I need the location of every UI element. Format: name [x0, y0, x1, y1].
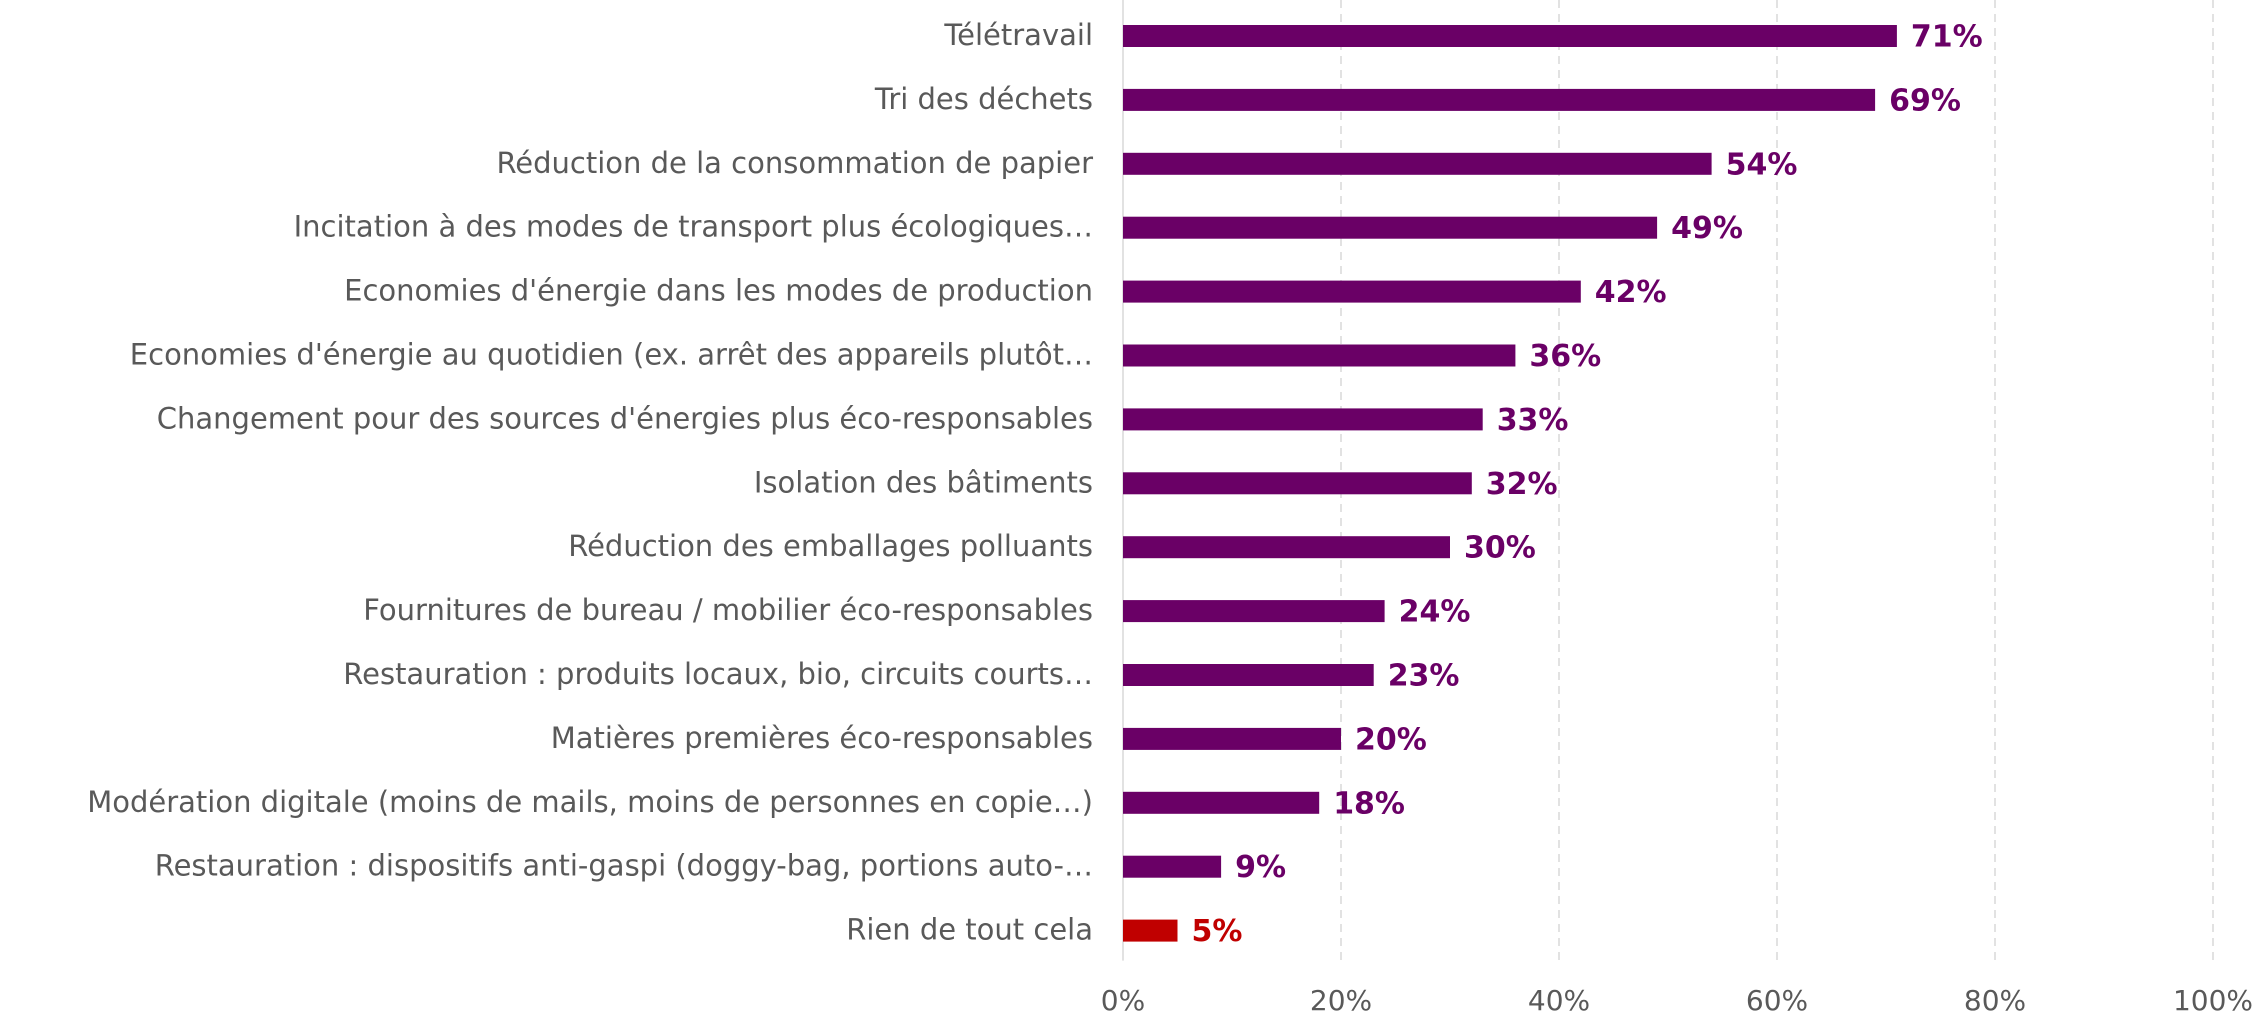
value-label: 20%	[1355, 722, 1427, 757]
y-tick-label: Tri des déchets	[874, 82, 1093, 116]
x-tick-label: 0%	[1101, 984, 1145, 1014]
bar	[1123, 280, 1581, 303]
y-tick-label: Matières premières éco-responsables	[551, 721, 1093, 755]
y-tick-label: Réduction des emballages polluants	[568, 529, 1093, 563]
y-tick-label: Restauration : dispositifs anti-gaspi (d…	[155, 849, 1093, 883]
bar	[1123, 791, 1320, 814]
value-label: 24%	[1399, 595, 1471, 630]
x-tick-label: 60%	[1746, 984, 1808, 1014]
value-label: 5%	[1192, 914, 1243, 949]
bar	[1123, 919, 1178, 942]
value-label: 32%	[1486, 467, 1558, 502]
value-label: 69%	[1889, 83, 1961, 118]
y-tick-label: Isolation des bâtiments	[754, 465, 1093, 499]
x-tick-label: 80%	[1964, 984, 2026, 1014]
bar	[1123, 88, 1876, 111]
x-tick-label: 20%	[1310, 984, 1372, 1014]
value-label: 36%	[1529, 339, 1601, 374]
value-label: 54%	[1726, 147, 1798, 182]
bar	[1123, 152, 1712, 175]
value-label: 33%	[1497, 403, 1569, 438]
bar	[1123, 536, 1450, 559]
y-tick-label: Rien de tout cela	[846, 913, 1093, 947]
y-tick-label: Fournitures de bureau / mobilier éco-res…	[363, 593, 1093, 627]
x-tick-label: 100%	[2173, 984, 2253, 1014]
y-tick-label: Changement pour des sources d'énergies p…	[157, 401, 1093, 435]
value-label: 49%	[1671, 211, 1743, 246]
bar	[1123, 216, 1658, 239]
bar	[1123, 664, 1374, 686]
value-label: 30%	[1464, 531, 1536, 566]
y-tick-label: Restauration : produits locaux, bio, cir…	[343, 657, 1093, 691]
bar	[1123, 472, 1472, 495]
y-tick-label: Modération digitale (moins de mails, moi…	[87, 785, 1093, 819]
y-tick-label: Réduction de la consommation de papier	[496, 146, 1093, 180]
y-tick-label: Economies d'énergie dans les modes de pr…	[344, 274, 1093, 308]
value-label: 23%	[1388, 659, 1460, 694]
x-tick-label: 40%	[1528, 984, 1590, 1014]
bar	[1123, 408, 1483, 431]
bar	[1123, 727, 1341, 750]
bar	[1123, 600, 1385, 623]
value-label: 9%	[1235, 850, 1286, 885]
value-label: 42%	[1595, 275, 1667, 310]
y-tick-label: Télétravail	[943, 18, 1093, 52]
value-label: 71%	[1911, 20, 1983, 55]
bar	[1123, 344, 1516, 367]
bar	[1123, 25, 1897, 47]
y-tick-label: Economies d'énergie au quotidien (ex. ar…	[130, 338, 1093, 372]
y-tick-label: Incitation à des modes de transport plus…	[294, 210, 1093, 244]
value-label: 18%	[1333, 786, 1405, 821]
bar	[1123, 855, 1222, 878]
